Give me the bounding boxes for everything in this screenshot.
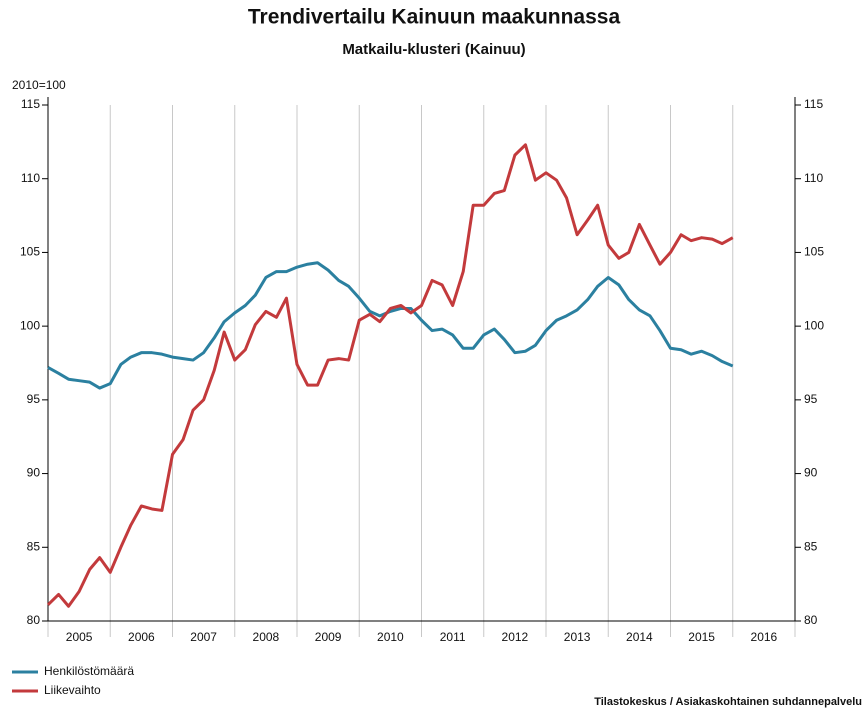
y2-tick-label: 90	[804, 466, 818, 480]
series-line	[46, 143, 734, 608]
x-tick-label: 2005	[66, 630, 93, 644]
y-tick-label: 100	[20, 318, 40, 332]
y-axis-label: 2010=100	[12, 78, 66, 92]
legend-label: Henkilöstömäärä	[44, 664, 134, 678]
x-tick-label: 2014	[626, 630, 653, 644]
source: Tilastokeskus / Asiakaskohtainen suhdann…	[594, 696, 862, 708]
chart-subtitle: Matkailu-klusteri (Kainuu)	[342, 41, 525, 58]
x-tick-label: 2015	[688, 630, 715, 644]
x-tick-label: 2011	[440, 630, 466, 644]
y2-tick-label: 115	[804, 97, 823, 111]
x-tick-label: 2016	[751, 630, 778, 644]
x-tick-label: 2009	[315, 630, 342, 644]
y2-tick-label: 85	[804, 539, 818, 553]
x-tick-label: 2006	[128, 630, 155, 644]
chart-title: Trendivertailu Kainuun maakunnassa	[248, 6, 621, 29]
y2-tick-label: 105	[804, 245, 824, 259]
y-tick-label: 110	[21, 171, 40, 185]
y-tick-label: 80	[27, 613, 41, 627]
x-tick-label: 2007	[190, 630, 217, 644]
y2-tick-label: 95	[804, 392, 818, 406]
x-tick-label: 2013	[564, 630, 591, 644]
x-tick-label: 2012	[502, 630, 529, 644]
y-tick-label: 115	[21, 97, 40, 111]
series-line	[47, 261, 734, 390]
x-tick-label: 2010	[377, 630, 404, 644]
y-tick-label: 90	[27, 466, 41, 480]
y-tick-label: 85	[27, 539, 41, 553]
y-tick-label: 105	[20, 245, 40, 259]
y2-tick-label: 100	[804, 318, 824, 332]
y2-tick-label: 110	[804, 171, 823, 185]
legend-label: Liikevaihto	[44, 683, 101, 697]
x-tick-label: 2008	[253, 630, 280, 644]
y2-tick-label: 80	[804, 613, 818, 627]
y-tick-label: 95	[27, 392, 41, 406]
